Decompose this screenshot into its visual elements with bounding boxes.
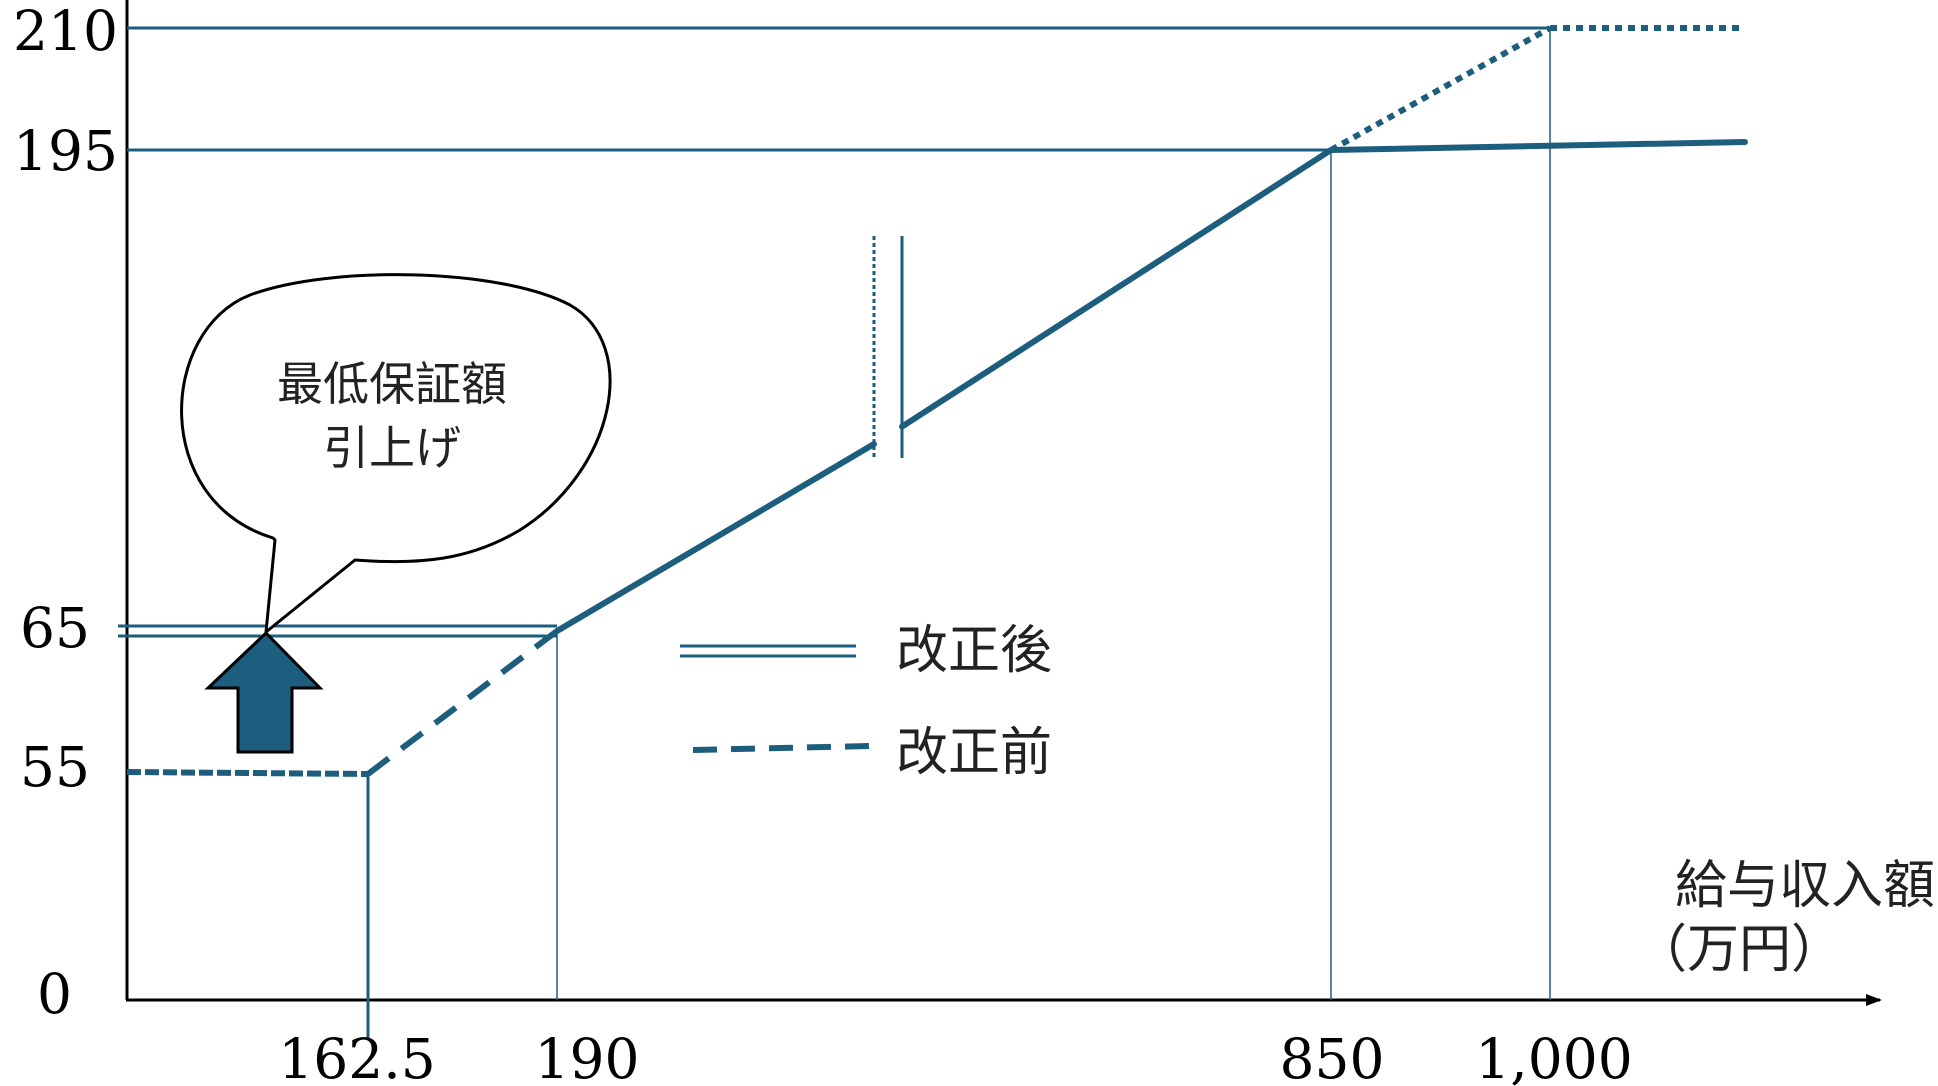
up-arrow-icon	[204, 630, 324, 754]
x-tick-label-850: 850	[1280, 1027, 1385, 1086]
legend-label-after: 改正後	[896, 621, 1052, 681]
series-after-segment-1	[554, 441, 877, 634]
reference-lines	[118, 26, 1551, 1040]
x-tick-label-1000: 1,000	[1475, 1027, 1632, 1086]
series-layer	[126, 25, 1748, 777]
callout-line-1: 最低保証額	[277, 357, 507, 411]
y-tick-label-55: 55	[20, 735, 90, 799]
x-tick-label-190: 190	[535, 1027, 640, 1086]
axis-break-mark	[872, 236, 904, 458]
series-after-segment-2	[899, 147, 1334, 430]
x-tick-label-162-5: 162.5	[278, 1027, 435, 1086]
y-tick-label-0: 0	[37, 962, 72, 1026]
series-after-segment-3	[1328, 139, 1748, 153]
callout-bubble	[180, 273, 612, 634]
legend-swatch-after	[680, 644, 856, 658]
series-before-segment-3	[1329, 25, 1552, 153]
callout-line-2: 引上げ	[323, 421, 461, 475]
legend-label-before: 改正前	[896, 723, 1052, 783]
callout: 最低保証額 引上げ	[180, 273, 612, 754]
series-before-segment-1	[126, 769, 369, 777]
y-tick-label-65: 65	[20, 596, 90, 660]
y-tick-label-210: 210	[13, 0, 118, 63]
x-axis-title: 給与収入額	[1675, 856, 1935, 916]
y-tick-label-195: 195	[13, 119, 118, 183]
legend: 改正後 改正前	[680, 621, 1052, 783]
x-axis-unit: （万円）	[1635, 920, 1843, 980]
legend-swatch-before	[692, 743, 871, 753]
series-before-segment-2	[366, 628, 559, 777]
